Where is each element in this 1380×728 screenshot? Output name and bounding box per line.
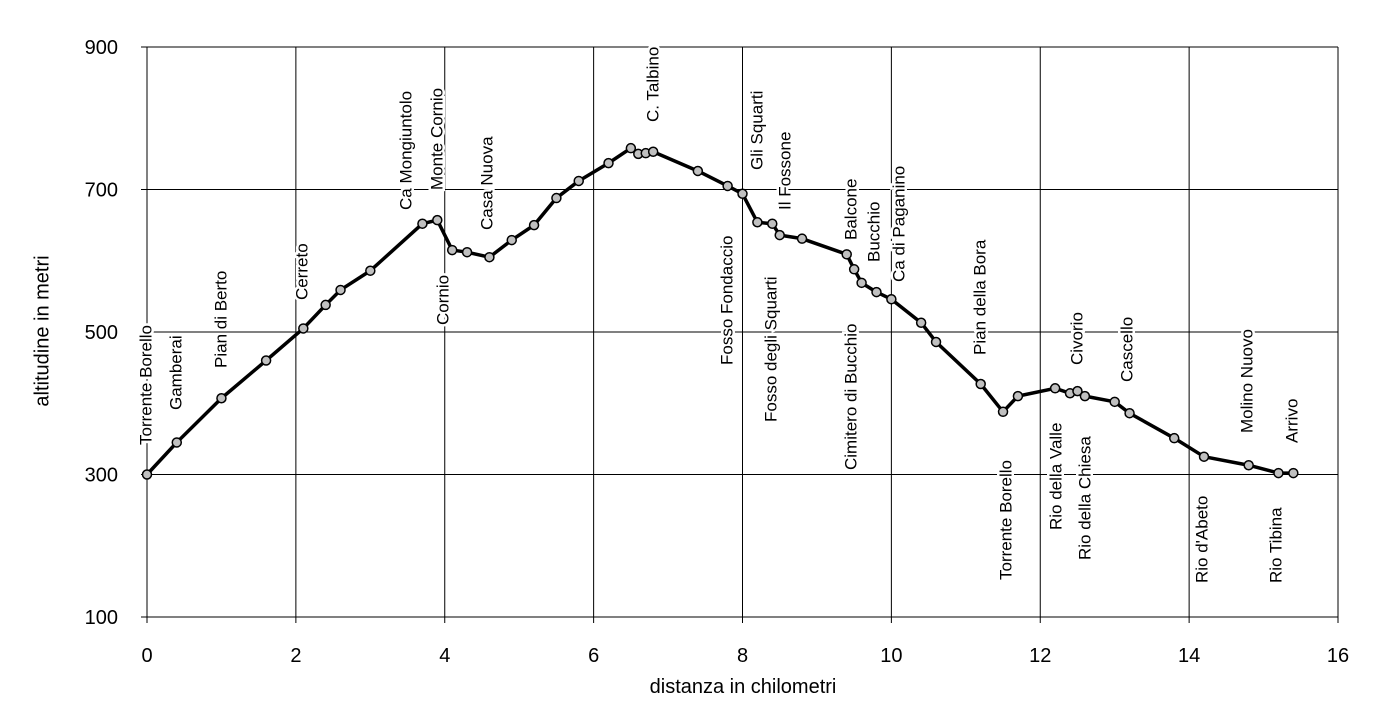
point <box>692 165 704 177</box>
point <box>886 293 897 305</box>
point <box>774 229 785 241</box>
x-tick-label: 8 <box>737 645 748 667</box>
point <box>1079 390 1091 402</box>
y-tick-label: 100 <box>85 607 118 629</box>
point <box>722 180 733 192</box>
y-tick-label: 900 <box>85 37 118 59</box>
point <box>603 157 614 169</box>
point <box>1049 383 1061 394</box>
point <box>796 233 808 244</box>
annotation: Ca di Paganino <box>889 166 908 282</box>
point <box>528 219 540 231</box>
point <box>260 355 272 366</box>
point <box>335 284 346 296</box>
annotation: Fosso degli Squarti <box>761 276 780 422</box>
annotation: Rio Tibina <box>1266 507 1285 583</box>
y-axis-label: altitudine in metri <box>31 255 53 406</box>
x-tick-label: 10 <box>880 645 902 667</box>
point <box>432 214 443 226</box>
annotation: Fosso Fondaccio <box>717 236 736 365</box>
point <box>298 323 309 334</box>
annotation: C. Talbino <box>643 47 662 122</box>
point <box>975 378 986 390</box>
point <box>647 146 659 157</box>
y-tick-label: 700 <box>85 180 118 202</box>
annotation: Casa Nuova <box>477 136 496 230</box>
annotation: Cornio <box>433 275 452 325</box>
point <box>1168 432 1180 444</box>
annotation: Monte Cornio <box>427 88 446 190</box>
point <box>1072 385 1083 397</box>
point <box>365 265 376 276</box>
annotation: Rio della Chiesa <box>1075 436 1094 560</box>
point <box>625 142 637 154</box>
point <box>216 393 227 404</box>
point <box>930 336 942 348</box>
point <box>171 437 183 448</box>
point <box>1124 407 1135 419</box>
point <box>141 469 153 480</box>
point <box>1012 390 1024 402</box>
point <box>752 217 763 228</box>
point <box>320 299 331 311</box>
y-tick-label: 300 <box>85 465 118 487</box>
annotation: Rio d'Abeto <box>1192 496 1211 583</box>
x-tick-label: 6 <box>588 645 599 667</box>
point <box>871 286 882 298</box>
annotation: Arrivo <box>1282 399 1301 443</box>
point <box>737 188 748 200</box>
x-tick-label: 12 <box>1029 645 1051 667</box>
point <box>446 244 458 256</box>
annotation: Torrente Borello <box>996 460 1015 580</box>
x-tick-label: 0 <box>141 645 152 667</box>
point <box>461 246 473 258</box>
point <box>417 218 428 229</box>
point <box>484 251 495 263</box>
point <box>1273 467 1284 479</box>
point <box>841 249 852 260</box>
annotation: Cimitero di Bucchio <box>841 324 860 470</box>
point <box>997 406 1009 418</box>
point <box>915 317 927 328</box>
annotation: Cascello <box>1117 317 1136 382</box>
x-tick-label: 2 <box>290 645 301 667</box>
x-tick-label: 4 <box>439 645 450 667</box>
x-axis-label: distanza in chilometri <box>650 676 837 698</box>
annotation: Cerreto <box>292 243 311 300</box>
annotation: Il Fossone <box>775 132 794 210</box>
point <box>856 277 867 289</box>
annotation: Molino Nuovo <box>1237 329 1256 433</box>
annotation: Pian di Berto <box>211 271 230 368</box>
point <box>573 175 584 187</box>
annotation: Pian della Bora <box>970 239 989 355</box>
annotation: Torrente Borello <box>136 325 155 445</box>
x-tick-label: 14 <box>1178 645 1200 667</box>
point <box>1243 459 1254 471</box>
annotation: Balcone <box>841 179 860 240</box>
annotation: Gamberai <box>166 335 185 410</box>
point <box>506 234 517 246</box>
annotation: Gli Squarti <box>747 91 766 170</box>
point <box>551 192 562 204</box>
point <box>767 218 778 229</box>
point <box>1198 451 1210 462</box>
y-tick-label: 500 <box>85 322 118 344</box>
annotation: Bucchio <box>864 202 883 262</box>
point <box>848 264 860 275</box>
grid <box>146 46 1339 618</box>
annotation: Civorio <box>1067 312 1086 365</box>
annotation: Rio della Valle <box>1046 423 1065 530</box>
annotation: Ca Mongiuntolo <box>396 91 415 210</box>
x-tick-label: 16 <box>1327 645 1349 667</box>
point <box>1109 396 1120 408</box>
point <box>1288 467 1299 479</box>
